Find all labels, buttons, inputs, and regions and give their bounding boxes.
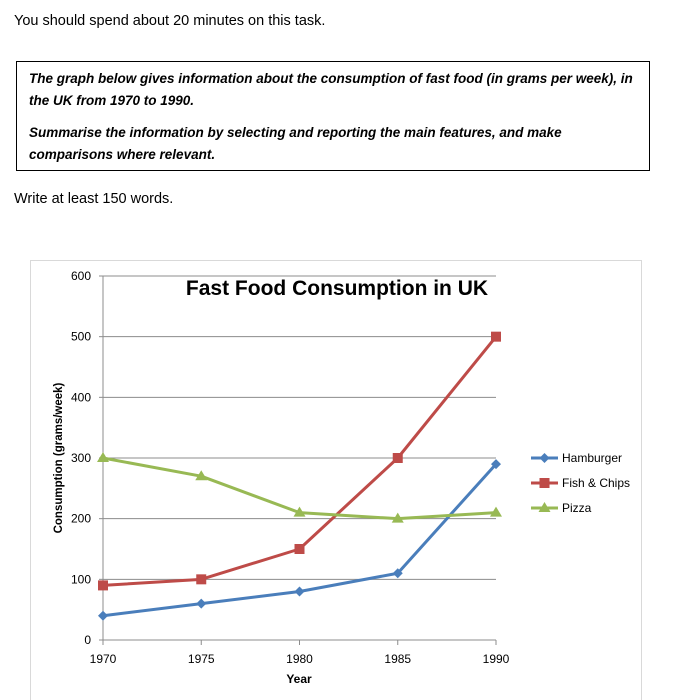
y-tick-label: 100 — [71, 572, 91, 586]
data-point-pizza — [195, 470, 208, 481]
data-point-hamburger — [196, 598, 207, 609]
data-point-pizza — [97, 452, 109, 462]
series-hamburger — [98, 459, 501, 621]
data-point-hamburger — [392, 568, 403, 579]
data-point-fish-chips — [392, 453, 403, 463]
legend-item-hamburger: Hamburger — [531, 451, 622, 465]
y-tick-label: 500 — [71, 330, 91, 344]
chart-gridlines — [103, 275, 496, 580]
series-pizza — [97, 452, 502, 523]
legend-item-fish-chips: Fish & Chips — [531, 476, 630, 490]
x-tick-label: 1975 — [188, 652, 215, 666]
legend-swatch-marker — [539, 453, 550, 463]
task-paragraph-graph: The graph below gives information about … — [29, 71, 633, 108]
legend-label: Pizza — [562, 501, 592, 515]
y-axis-label: Consumption (grams/week) — [53, 382, 65, 533]
series-fish-chips — [98, 331, 501, 591]
data-point-hamburger — [294, 586, 305, 597]
chart-frame — [30, 260, 642, 700]
chart-legend: Hamburger Fish & Chips Pizza — [531, 451, 630, 515]
y-tick-label: 0 — [84, 633, 91, 647]
legend-label: Hamburger — [562, 451, 622, 465]
legend-item-pizza: Pizza — [531, 501, 592, 515]
y-tick-label: 600 — [71, 269, 91, 283]
data-point-pizza — [490, 506, 502, 517]
chart-series — [97, 331, 502, 621]
legend-swatch-marker — [539, 478, 550, 488]
x-axis-label: Year — [286, 672, 312, 686]
x-tick-label: 1980 — [286, 652, 313, 666]
y-tick-label: 200 — [71, 512, 91, 526]
legend-swatch-marker — [538, 502, 551, 512]
task-paragraph-summarise: Summarise the information by selecting a… — [29, 125, 562, 162]
word-count-instruction: Write at least 150 words. — [14, 191, 174, 207]
data-point-hamburger — [98, 610, 108, 621]
x-tick-label: 1990 — [483, 652, 510, 666]
data-point-fish-chips — [196, 574, 207, 585]
x-tick-label: 1985 — [384, 652, 411, 666]
y-axis-ticks: 0 100 200 300 400 500 600 — [71, 269, 103, 647]
legend-label: Fish & Chips — [562, 476, 630, 490]
data-point-fish-chips — [294, 544, 305, 554]
task-description-box: The graph below gives information about … — [16, 61, 650, 171]
data-point-fish-chips — [491, 331, 501, 342]
x-axis-ticks: 1970 1975 1980 1985 1990 — [90, 640, 510, 666]
time-instruction: You should spend about 20 minutes on thi… — [14, 13, 326, 29]
data-point-pizza — [391, 512, 404, 523]
y-tick-label: 400 — [71, 390, 91, 404]
y-tick-label: 300 — [71, 451, 91, 465]
data-point-pizza — [293, 506, 306, 517]
chart-title: Fast Food Consumption in UK — [186, 277, 488, 300]
x-tick-label: 1970 — [90, 652, 117, 666]
data-point-fish-chips — [98, 580, 108, 591]
data-point-hamburger — [491, 459, 501, 470]
